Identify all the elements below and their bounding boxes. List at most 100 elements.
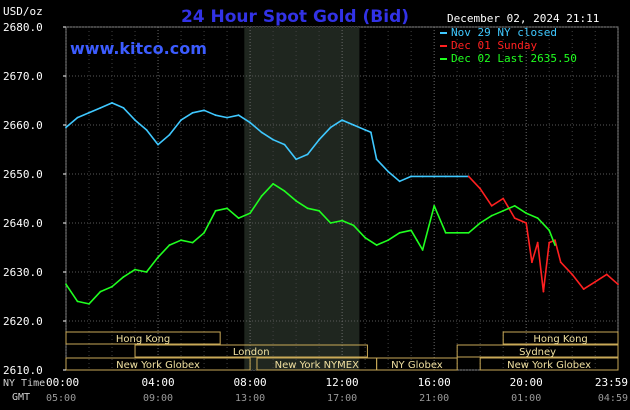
series-point (191, 241, 194, 244)
series-point (617, 283, 619, 286)
x-tick-label-gmt: 13:00 (235, 393, 265, 404)
series-point (249, 212, 251, 215)
series-point (542, 290, 545, 293)
series-point (157, 143, 159, 146)
series-point (99, 106, 102, 109)
series-point (203, 231, 205, 234)
x-tick-label-gmt: 01:00 (511, 393, 541, 404)
series-point (65, 283, 67, 286)
series-point (283, 190, 286, 193)
market-session-label: Hong Kong (116, 334, 170, 345)
market-session-label: NY Globex (391, 360, 443, 371)
series-point (157, 256, 159, 259)
legend-entry: Dec 01 Sunday (451, 39, 537, 52)
series-point (398, 180, 401, 183)
ny-time-label: NY Time (3, 378, 45, 389)
series-point (272, 138, 274, 141)
x-tick-label-ny: 23:59 (595, 376, 628, 389)
series-point (467, 231, 470, 234)
series-point (571, 273, 574, 276)
series-point (249, 121, 251, 124)
series-point (145, 129, 148, 131)
market-session-box (479, 357, 619, 371)
axes: 2680.0 2670.0 2660.0 2650.0 2640.0 2630.0 2620… (3, 21, 628, 404)
x-tick-label-ny: 04:00 (141, 376, 174, 389)
y-tick-label: 2650.0 (3, 168, 43, 181)
series-point (444, 175, 447, 178)
x-tick-label-gmt: 05:00 (46, 393, 76, 404)
series-point (191, 111, 194, 114)
series-point (513, 204, 516, 207)
series-point (111, 102, 113, 104)
series-point (306, 207, 309, 210)
market-session-label: Hong Kong (533, 334, 587, 345)
series-point (352, 224, 355, 227)
series-point (387, 239, 390, 242)
series-point (134, 119, 136, 121)
series-point (479, 187, 482, 190)
legend-entry: Nov 29 NY closed (451, 26, 557, 39)
market-session-label: New York Globex (116, 360, 200, 371)
date-stamp: December 02, 2024 21:11 (447, 12, 599, 25)
series-point (341, 219, 344, 222)
series-point (456, 175, 459, 178)
x-tick-label-ny: 00:00 (46, 376, 79, 389)
market-session-box (65, 331, 221, 345)
series-point (525, 212, 528, 215)
series-point (421, 175, 424, 178)
series-point (295, 200, 297, 202)
market-sessions: Hong Kong London New York Globex New York N… (65, 331, 619, 371)
series-point (479, 222, 482, 224)
series-point (180, 119, 182, 121)
brand-watermark: www.kitco.com (70, 39, 207, 58)
series-point (168, 244, 171, 246)
series-point (554, 244, 556, 246)
series-point (352, 124, 355, 126)
series-point (226, 207, 228, 210)
x-tick-label-ny: 20:00 (510, 376, 543, 389)
chart-title: 24 Hour Spot Gold (Bid) (181, 7, 409, 27)
unit-label: USD/oz (3, 5, 43, 18)
series-point (329, 222, 332, 224)
market-session-label: New York Globex (507, 360, 591, 371)
series-point (369, 131, 372, 134)
series-point (467, 175, 470, 178)
series-point (375, 158, 378, 161)
series-point (283, 143, 286, 146)
series-point (134, 268, 136, 271)
chart-labels: 24 Hour Spot Gold (Bid) www.kitco.com US… (3, 5, 599, 58)
x-tick-label-gmt: 04:59 (598, 393, 628, 404)
series-point (594, 280, 597, 283)
series-point (605, 273, 608, 276)
series-point (375, 244, 378, 246)
series-point (145, 271, 148, 273)
market-session-label: New York NYMEX (275, 360, 360, 371)
series-point (99, 290, 102, 293)
series-point (531, 261, 533, 264)
series-point (65, 126, 67, 129)
series-point (180, 239, 182, 242)
series-point (203, 109, 205, 112)
series-point (214, 114, 217, 117)
y-tick-label: 2630.0 (3, 266, 43, 279)
series-point (122, 276, 125, 278)
series-point (490, 214, 493, 217)
y-tick-label: 2610.0 (3, 364, 43, 377)
series-point (536, 241, 539, 244)
market-session-box (134, 344, 368, 358)
series-point (554, 239, 556, 242)
series-point (272, 182, 274, 185)
series-point (582, 288, 585, 291)
series-point (237, 217, 240, 220)
series-point (364, 129, 367, 131)
x-tick-label-gmt: 17:00 (327, 393, 357, 404)
series-point (548, 241, 551, 244)
series-point (122, 106, 125, 109)
market-session-box (456, 344, 619, 358)
series-point (490, 204, 493, 207)
series-point (341, 119, 344, 121)
y-tick-label: 2640.0 (3, 217, 43, 230)
nymex-session-shade (244, 27, 360, 370)
series-point (214, 209, 217, 212)
